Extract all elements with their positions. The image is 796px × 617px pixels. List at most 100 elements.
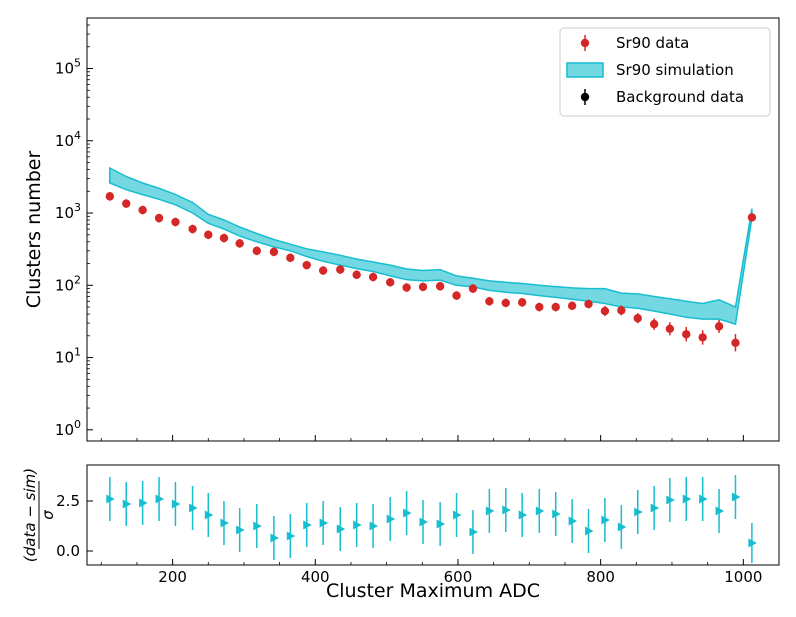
pull-point — [369, 521, 379, 531]
pull-point — [682, 494, 692, 504]
main-y-tick-label: 100 — [55, 418, 81, 439]
data-point — [138, 205, 147, 215]
pull-point — [650, 503, 660, 513]
legend-box — [559, 27, 771, 117]
pull-point — [139, 498, 148, 508]
legend-swatch-point — [580, 38, 590, 48]
data-point — [665, 324, 675, 333]
pull-point — [731, 492, 741, 502]
pull-point — [419, 517, 429, 527]
main-y-tick-exponent: 4 — [74, 129, 81, 142]
main-y-tick-base: 10 — [55, 204, 74, 222]
pull-point — [666, 495, 675, 505]
data-point — [567, 301, 577, 311]
data-point — [535, 302, 544, 312]
data-point — [617, 306, 626, 315]
legend-swatch-point — [580, 92, 590, 102]
data-point — [682, 330, 691, 339]
data-point — [418, 282, 428, 292]
pull-point — [617, 522, 627, 532]
data-point — [204, 230, 213, 239]
legend-label: Sr90 simulation — [616, 61, 734, 79]
data-point — [336, 265, 345, 274]
data-point — [485, 297, 494, 306]
main-plot-frame — [86, 17, 780, 442]
data-point — [731, 338, 740, 347]
ratio-y-axis-title: (data − sim) σ — [21, 468, 57, 562]
pull-point — [204, 510, 214, 520]
data-point — [286, 253, 295, 263]
pull-point — [518, 510, 528, 520]
main-y-tick-label: 105 — [55, 57, 81, 78]
pull-point — [699, 494, 708, 504]
main-y-axis-title: Clusters number — [23, 151, 45, 309]
ratio-y-label-denominator: σ — [39, 510, 57, 520]
pull-point — [502, 505, 511, 515]
data-point — [235, 239, 244, 248]
data-point — [154, 213, 164, 223]
pull-point — [189, 503, 198, 513]
pull-point — [171, 499, 181, 509]
data-point — [714, 322, 724, 331]
pull-point — [568, 516, 578, 526]
main-y-tick-exponent: 2 — [74, 273, 81, 286]
pull-point — [106, 494, 115, 504]
x-tick-label: 1000 — [724, 568, 762, 586]
ratio-plot-frame — [86, 464, 780, 566]
pull-point — [748, 538, 757, 548]
x-axis-title: Cluster Maximum ADC — [326, 580, 540, 602]
data-point — [368, 272, 378, 282]
main-y-tick-label: 102 — [55, 273, 81, 294]
data-point — [269, 247, 279, 257]
x-tick-label: 400 — [301, 568, 330, 586]
legend-label: Background data — [616, 88, 744, 106]
ratio-y-label-numerator: (data − sim) — [21, 468, 39, 562]
main-y-tick-exponent: 1 — [74, 346, 81, 359]
pull-point — [319, 518, 329, 528]
data-point — [747, 213, 757, 222]
data-point — [649, 319, 659, 329]
pull-point — [236, 525, 245, 535]
main-y-tick-base: 10 — [55, 60, 74, 78]
pull-point — [303, 520, 312, 530]
pull-point — [403, 508, 412, 518]
data-point — [468, 284, 478, 293]
pull-point — [469, 527, 478, 537]
pull-point — [715, 506, 725, 516]
pull-point — [601, 515, 610, 525]
data-point — [600, 306, 610, 316]
pull-point — [436, 519, 446, 529]
pull-point — [552, 509, 561, 519]
ratio-y-tick-label: 2.5 — [56, 492, 80, 510]
pull-point — [270, 533, 279, 543]
data-point — [517, 298, 527, 307]
data-point — [219, 233, 229, 243]
data-point — [698, 333, 707, 342]
pull-point — [253, 521, 262, 531]
pull-point — [634, 507, 643, 517]
main-y-tick-base: 10 — [55, 132, 74, 150]
data-point — [302, 260, 311, 270]
pull-point — [535, 506, 545, 516]
main-y-tick-label: 104 — [55, 129, 81, 150]
pull-point — [286, 531, 296, 541]
data-point — [452, 291, 461, 300]
data-point — [252, 246, 261, 256]
data-point — [105, 192, 115, 201]
pull-point — [155, 494, 165, 504]
main-y-tick-base: 10 — [55, 421, 74, 439]
main-y-tick-label: 101 — [55, 346, 81, 367]
pull-point — [353, 520, 362, 530]
data-point — [122, 199, 131, 208]
data-point — [551, 302, 560, 312]
main-y-tick-exponent: 3 — [74, 201, 81, 214]
pull-point — [485, 506, 495, 516]
data-point — [435, 282, 445, 291]
x-tick-label: 800 — [586, 568, 615, 586]
data-point — [171, 217, 180, 227]
data-point — [385, 278, 395, 287]
data-point — [352, 270, 361, 279]
data-point — [318, 266, 328, 275]
pull-point — [585, 526, 594, 536]
